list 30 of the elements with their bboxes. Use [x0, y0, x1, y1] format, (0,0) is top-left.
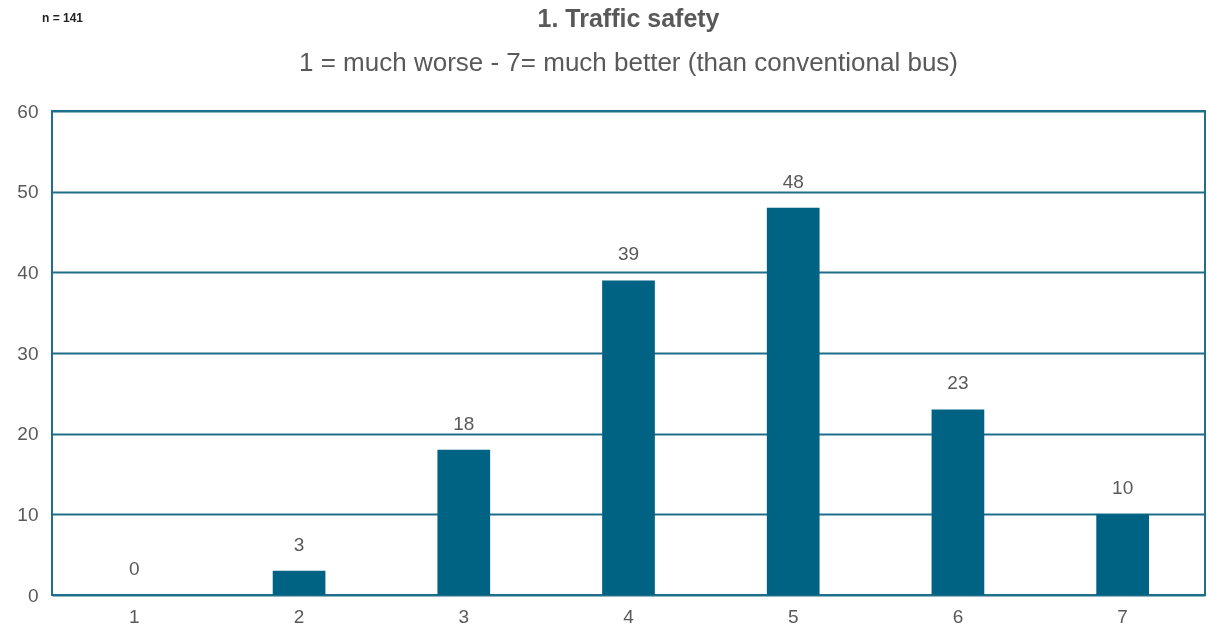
x-tick-label: 3: [458, 605, 470, 627]
bar: [1096, 514, 1149, 595]
y-tick-label: 20: [17, 423, 39, 445]
x-tick-label: 6: [952, 605, 964, 627]
data-label: 39: [617, 243, 640, 265]
x-tick-label: 5: [787, 605, 799, 627]
text: n = 141: [42, 11, 84, 25]
y-tick-label: 40: [17, 261, 39, 283]
y-tick-label: 0: [27, 584, 39, 606]
y-tick-label: 50: [17, 181, 39, 203]
data-label: 18: [453, 412, 475, 434]
x-tick-label: 7: [1117, 605, 1128, 627]
y-tick-label: 60: [17, 100, 39, 122]
data-label: 23: [947, 372, 969, 394]
chart-title: 1. Traffic safety: [537, 4, 720, 32]
bar: [272, 570, 326, 595]
y-tick-label: 10: [17, 503, 39, 525]
chart-subtitle: 1 = much worse - 7= much better (than conventional bus): [298, 47, 959, 77]
data-label: 48: [782, 170, 804, 192]
data-label: 3: [293, 533, 305, 555]
data-label: 0: [129, 558, 140, 579]
data-label: 10: [1112, 477, 1134, 499]
x-tick-label: 2: [293, 605, 305, 627]
bar: [437, 449, 491, 595]
bar: [766, 207, 820, 595]
y-tick-label: 30: [17, 342, 39, 364]
bar: [931, 409, 985, 595]
x-tick-label: 1: [129, 605, 140, 627]
x-tick-label: 4: [623, 605, 635, 627]
bar: [602, 280, 655, 595]
